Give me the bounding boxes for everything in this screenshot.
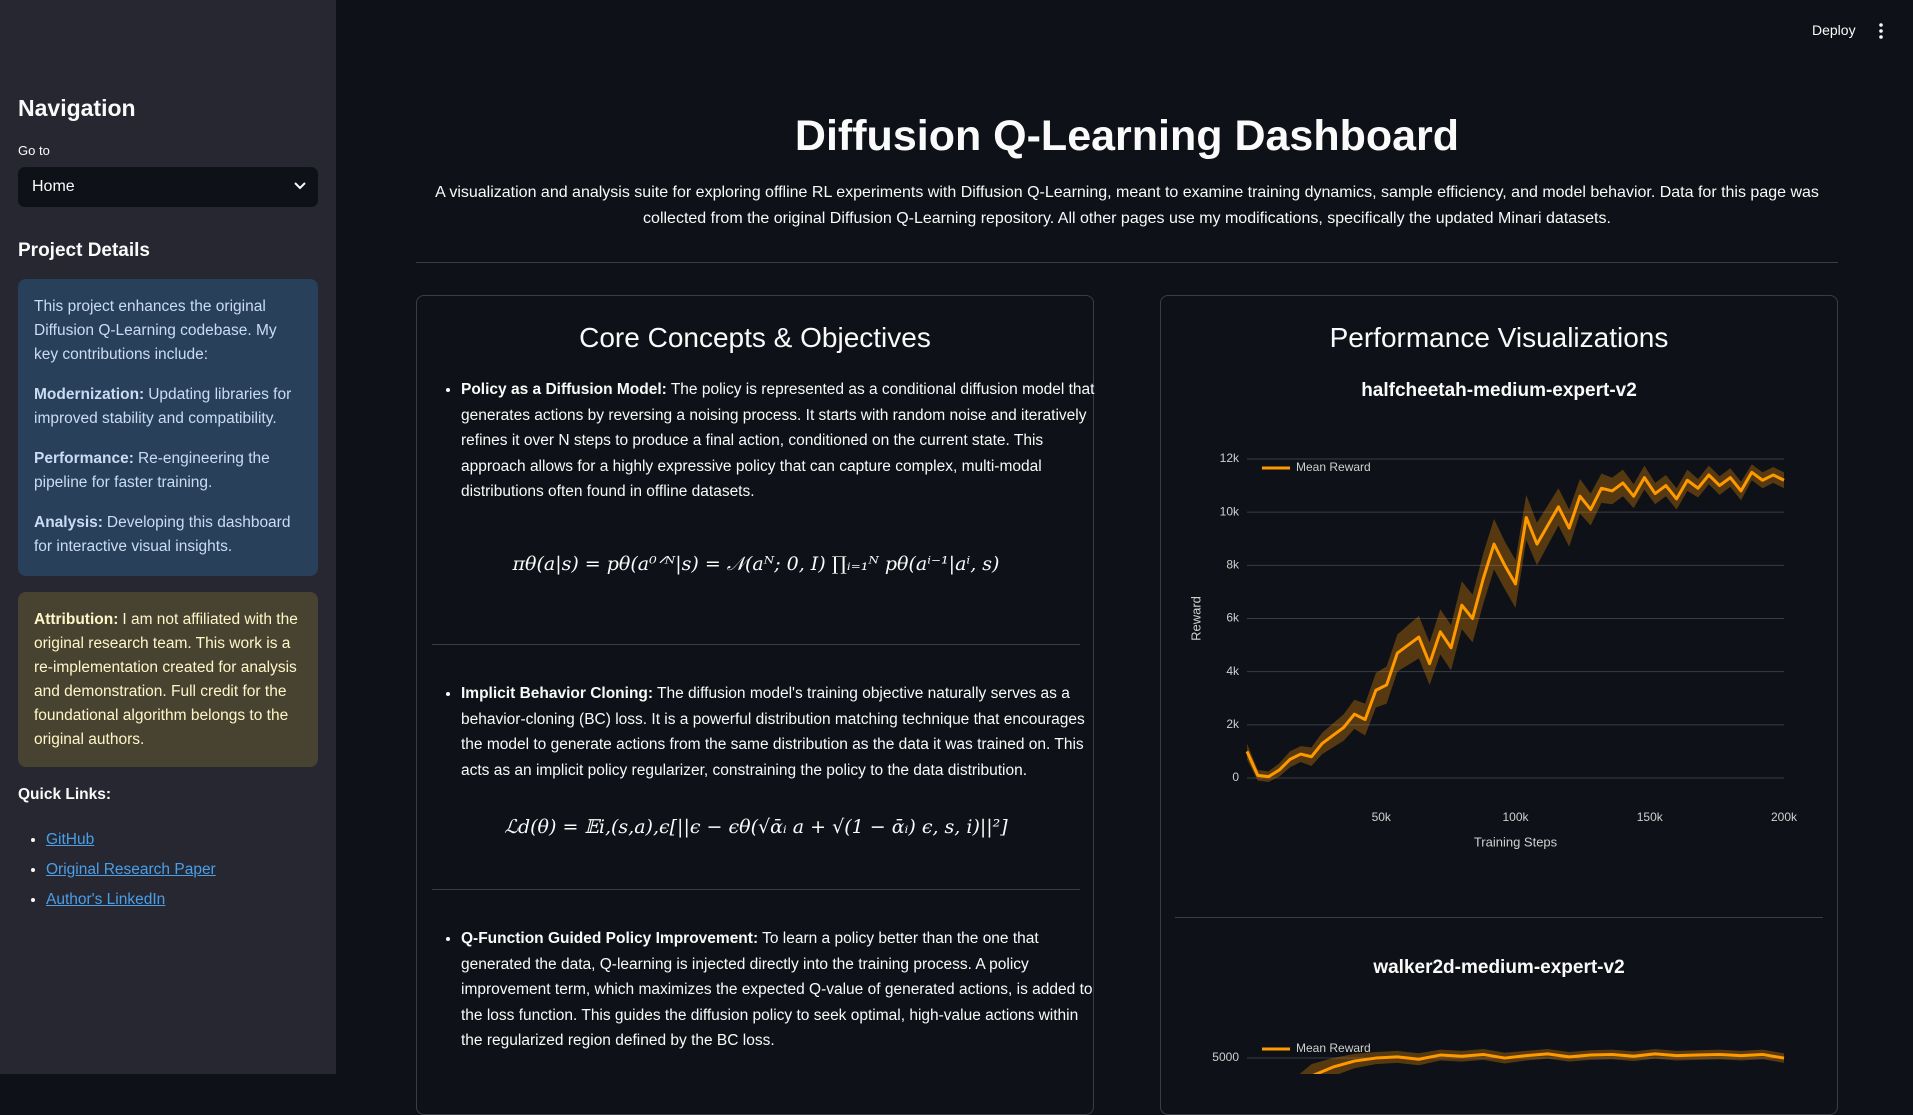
info-item: Modernization: Updating libraries for imp… <box>34 383 302 431</box>
concept-lead: Q-Function Guided Policy Improvement: <box>461 930 759 947</box>
chart-title: halfcheetah-medium-expert-v2 <box>1361 380 1637 401</box>
sidebar: Navigation Go to Home Project Details Th… <box>0 0 336 1074</box>
formula: ℒd(θ) = 𝔼i,(s,a),ϵ[||ϵ − ϵθ(√ᾱᵢ a + √(1 … <box>504 816 1008 838</box>
x-axis-label: Training Steps <box>1474 834 1558 849</box>
legend-label: Mean Reward <box>1296 1041 1371 1055</box>
y-tick-label: 8k <box>1226 558 1240 572</box>
x-tick-label: 100k <box>1502 810 1529 824</box>
project-title: Project Details <box>18 240 150 261</box>
item-text: Re-engineering the pipeline for faster t… <box>34 450 270 491</box>
item-text: Updating libraries for improved stabilit… <box>34 386 292 427</box>
link-item: Original Research Paper <box>46 855 216 885</box>
concept-text: The diffusion model's training objective… <box>461 685 1085 779</box>
item-lead: Modernization: <box>34 386 145 403</box>
item-lead: Analysis: <box>34 514 103 531</box>
concept-text: To learn a policy better than the one th… <box>461 930 1093 1050</box>
chevron <box>294 182 306 190</box>
attribution-box: Attribution: I am not affiliated with the… <box>18 592 318 767</box>
y-tick-label: 6k <box>1226 611 1240 625</box>
concept: Policy as a Diffusion Model:The policy i… <box>461 377 1101 505</box>
concept-lead: Implicit Behavior Cloning: <box>461 685 654 702</box>
y-tick-label: 12k <box>1220 451 1240 465</box>
formula: πθ(a|s) = pθ(a⁰ᐟᴺ|s) = 𝒩(aᴺ; 0, I) ∏ᵢ₌₁ᴺ… <box>512 553 1000 575</box>
y-axis-label: Reward <box>1188 596 1203 641</box>
concept: Q-Function Guided Policy Improvement:To … <box>461 926 1101 1054</box>
link[interactable]: Original Research Paper <box>46 861 216 878</box>
line <box>1312 1052 1785 1074</box>
links-title: Quick Links: <box>18 786 112 803</box>
y-tick-label: 2k <box>1226 717 1240 731</box>
divider <box>432 889 1080 890</box>
info-item: Performance: Re-engineering the pipeline … <box>34 447 302 495</box>
select-label: Go to <box>18 143 50 158</box>
link-item: GitHub <box>46 825 216 855</box>
info-intro: This project enhances the original Diffu… <box>34 298 277 363</box>
menu-button[interactable] <box>1877 22 1885 40</box>
chart-title: walker2d-medium-expert-v2 <box>1373 957 1625 978</box>
divider <box>1175 917 1823 918</box>
y-tick-label: 5000 <box>1212 1050 1239 1064</box>
attribution-text: I am not affiliated with the original re… <box>34 611 298 748</box>
line <box>1245 470 1785 779</box>
link[interactable]: Author's LinkedIn <box>46 891 166 908</box>
info-box: This project enhances the original Diffu… <box>18 279 318 576</box>
link[interactable]: GitHub <box>46 831 95 848</box>
legend-label: Mean Reward <box>1296 460 1371 474</box>
info-item: Analysis: Developing this dashboard for i… <box>34 511 302 559</box>
concept-text: The policy is represented as a condition… <box>461 381 1095 501</box>
card-title: Core Concepts & Objectives <box>579 322 931 353</box>
page-description: A visualization and analysis suite for e… <box>435 184 1819 227</box>
links: GitHub Original Research Paper Author's … <box>18 825 216 915</box>
deploy-button[interactable]: Deploy <box>1812 22 1856 38</box>
page: Navigation Go to Home Project Details Th… <box>0 0 1913 1074</box>
attribution-lead: Attribution: <box>34 611 119 628</box>
page-title: Diffusion Q-Learning Dashboard <box>794 112 1460 160</box>
divider <box>416 262 1838 263</box>
concept-lead: Policy as a Diffusion Model: <box>461 381 667 398</box>
sidebar-title: Navigation <box>18 95 136 121</box>
select-value: Home <box>32 178 75 195</box>
concept-item: Implicit Behavior Cloning:The diffusion … <box>438 681 1101 783</box>
concept: Implicit Behavior Cloning:The diffusion … <box>461 681 1101 783</box>
card-title: Performance Visualizations <box>1329 322 1669 353</box>
y-tick-label: 0 <box>1232 770 1239 784</box>
concept-item: Q-Function Guided Policy Improvement:To … <box>438 926 1101 1054</box>
x-tick-label: 50k <box>1372 810 1392 824</box>
divider <box>432 644 1080 645</box>
error-band <box>1247 464 1784 782</box>
y-tick-label: 4k <box>1226 664 1240 678</box>
y-tick-label: 10k <box>1220 504 1240 518</box>
x-tick-label: 200k <box>1771 810 1798 824</box>
item-text: Developing this dashboard for interactiv… <box>34 514 291 555</box>
concept-item: Policy as a Diffusion Model:The policy i… <box>438 377 1101 505</box>
page-select[interactable]: Home <box>18 167 318 207</box>
link-item: Author's LinkedIn <box>46 885 216 915</box>
charts: 0 2k 4k 6k 8k 10k 12k 50k 100k 150k 200k Training S… <box>1188 451 1798 1074</box>
x-tick-label: 150k <box>1637 810 1664 824</box>
item-lead: Performance: <box>34 450 134 467</box>
